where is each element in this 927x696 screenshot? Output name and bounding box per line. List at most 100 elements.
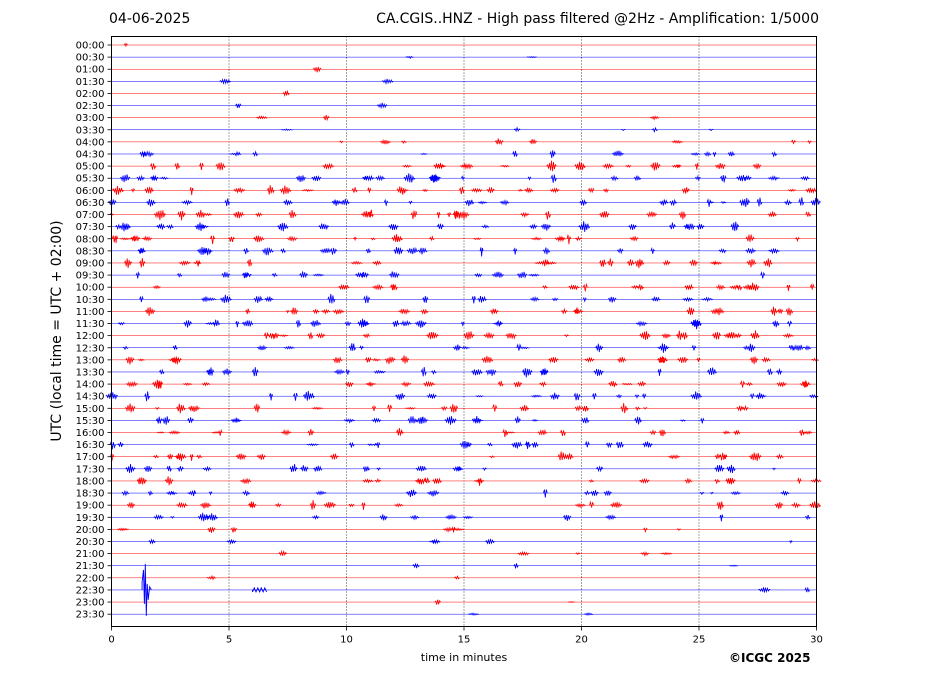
y-tick-label-04:30: 04:30 [76, 149, 105, 160]
y-tick-label-18:00: 18:00 [76, 476, 105, 487]
trace-bursts-09:30 [135, 271, 766, 279]
trace-bursts-19:30 [153, 512, 811, 522]
trace-bursts-17:30 [125, 463, 776, 474]
y-tick-label-23:30: 23:30 [76, 610, 105, 621]
trace-bursts-14:00 [125, 379, 811, 389]
y-tick-label-20:30: 20:30 [76, 537, 105, 548]
trace-bursts-07:30 [115, 221, 740, 232]
trace-bursts-10:30 [139, 293, 714, 304]
trace-bursts-06:00 [111, 185, 818, 196]
y-tick-label-10:30: 10:30 [76, 295, 105, 306]
trace-bursts-08:00 [111, 234, 800, 245]
y-tick-label-06:00: 06:00 [76, 186, 105, 197]
trace-bursts-01:30 [219, 78, 394, 86]
event-trace-1 [252, 586, 268, 594]
copyright-label: ©ICGC 2025 [729, 651, 811, 665]
y-tick-label-07:00: 07:00 [76, 210, 105, 221]
y-tick-label-00:00: 00:00 [76, 41, 105, 52]
trace-bursts-06:30 [107, 197, 821, 207]
y-tick-label-17:00: 17:00 [76, 452, 105, 463]
y-tick-label-07:30: 07:30 [76, 222, 105, 233]
y-tick-label-19:00: 19:00 [76, 501, 105, 512]
trace-bursts-18:30 [121, 489, 790, 498]
y-tick-label-14:30: 14:30 [76, 392, 105, 403]
y-tick-label-03:00: 03:00 [76, 113, 105, 124]
trace-bursts-03:30 [281, 126, 714, 133]
y-tick-label-16:30: 16:30 [76, 440, 105, 451]
trace-bursts-05:00 [150, 160, 762, 172]
trace-bursts-20:00 [116, 526, 682, 533]
event-trace-0 [141, 563, 152, 616]
y-tick-label-12:00: 12:00 [76, 331, 105, 342]
trace-bursts-12:30 [122, 343, 812, 353]
y-tick-label-15:30: 15:30 [76, 416, 105, 427]
trace-bursts-11:30 [117, 318, 793, 330]
trace-bursts-21:00 [278, 549, 673, 558]
trace-bursts-22:00 [206, 574, 460, 581]
trace-bursts-03:00 [256, 114, 660, 122]
trace-bursts-07:00 [109, 209, 812, 221]
trace-bursts-04:00 [339, 138, 812, 146]
y-tick-label-02:30: 02:30 [76, 101, 105, 112]
trace-bursts-08:30 [137, 246, 780, 257]
trace-bursts-21:30 [412, 563, 738, 569]
trace-bursts-15:30 [155, 416, 705, 425]
y-tick-label-02:00: 02:00 [76, 89, 105, 100]
y-tick-label-14:00: 14:00 [76, 380, 105, 391]
trace-bursts-02:00 [282, 89, 290, 98]
trace-bursts-14:30 [105, 390, 819, 402]
trace-bursts-15:00 [124, 403, 749, 414]
y-tick-group: 00:0000:3001:0001:3002:0002:3003:0003:30… [76, 41, 112, 621]
y-tick-label-08:00: 08:00 [76, 234, 105, 245]
x-tick-label-20: 20 [575, 635, 588, 646]
y-tick-label-01:30: 01:30 [76, 77, 105, 88]
x-tick-label-5: 5 [226, 635, 232, 646]
y-tick-label-23:00: 23:00 [76, 598, 105, 609]
trace-bursts-19:00 [126, 500, 822, 510]
y-tick-label-10:00: 10:00 [76, 283, 105, 294]
y-tick-label-22:30: 22:30 [76, 585, 105, 596]
y-tick-label-18:30: 18:30 [76, 489, 105, 500]
y-tick-label-11:00: 11:00 [76, 307, 105, 318]
y-tick-label-03:30: 03:30 [76, 125, 105, 136]
y-tick-label-22:00: 22:00 [76, 573, 105, 584]
x-tick-group: 0 5 10 15 20 25 30 [108, 626, 823, 646]
chart-title: CA.CGIS..HNZ - High pass filtered @2Hz -… [376, 11, 819, 27]
y-tick-label-01:00: 01:00 [76, 65, 105, 76]
trace-bursts-12:00 [263, 330, 794, 341]
trace-bursts-00:00 [123, 42, 128, 48]
y-tick-label-17:30: 17:30 [76, 464, 105, 475]
trace-bursts-16:30 [109, 440, 653, 450]
x-tick-label-30: 30 [810, 635, 823, 646]
trace-bursts-10:00 [152, 282, 815, 292]
y-tick-label-09:30: 09:30 [76, 271, 105, 282]
trace-bursts-13:00 [125, 355, 819, 365]
y-tick-label-09:00: 09:00 [76, 258, 105, 269]
x-axis-label: time in minutes [420, 651, 508, 664]
x-tick-label-0: 0 [108, 635, 114, 646]
trace-bursts-05:30 [119, 173, 810, 183]
y-tick-label-04:00: 04:00 [76, 137, 105, 148]
trace-group [105, 42, 822, 617]
x-tick-label-15: 15 [458, 635, 471, 646]
y-tick-label-12:30: 12:30 [76, 343, 105, 354]
trace-bursts-04:30 [139, 150, 778, 159]
trace-bursts-16:00 [156, 428, 813, 438]
trace-bursts-13:30 [159, 367, 783, 378]
y-tick-label-06:30: 06:30 [76, 198, 105, 209]
trace-bursts-09:00 [124, 257, 773, 269]
y-tick-label-15:00: 15:00 [76, 404, 105, 415]
y-tick-label-16:00: 16:00 [76, 428, 105, 439]
trace-bursts-11:00 [144, 306, 794, 316]
trace-bursts-20:30 [148, 538, 793, 545]
trace-bursts-00:30 [405, 55, 537, 60]
y-tick-label-13:30: 13:30 [76, 367, 105, 378]
y-tick-label-13:00: 13:00 [76, 355, 105, 366]
y-tick-label-21:30: 21:30 [76, 561, 105, 572]
trace-bursts-17:00 [110, 451, 784, 462]
trace-bursts-22:30 [758, 586, 811, 594]
y-tick-label-00:30: 00:30 [76, 53, 105, 64]
y-tick-label-20:00: 20:00 [76, 525, 105, 536]
y-tick-label-05:00: 05:00 [76, 162, 105, 173]
